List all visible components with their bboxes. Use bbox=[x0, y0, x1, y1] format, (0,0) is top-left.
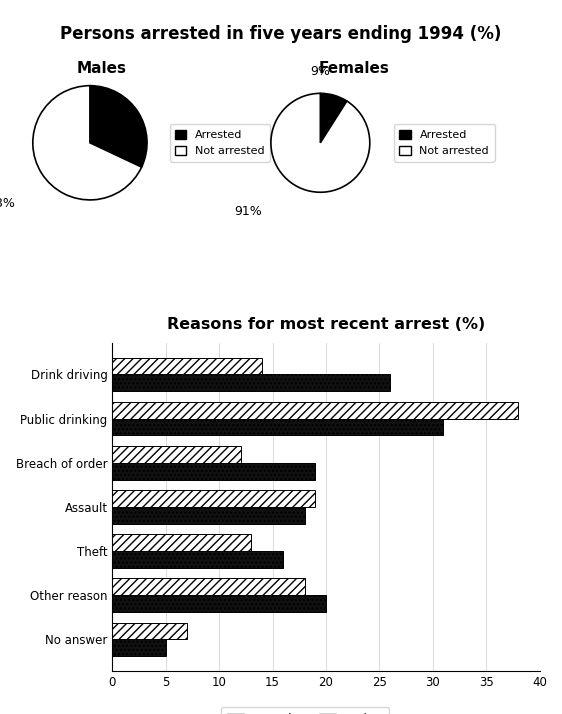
Wedge shape bbox=[33, 86, 142, 200]
Text: 9%: 9% bbox=[310, 65, 330, 78]
Bar bbox=[112, 507, 305, 524]
Bar bbox=[112, 578, 305, 595]
Bar bbox=[112, 418, 443, 436]
Bar bbox=[112, 551, 283, 568]
Text: 68%: 68% bbox=[0, 197, 15, 210]
Bar bbox=[112, 463, 315, 480]
Title: Reasons for most recent arrest (%): Reasons for most recent arrest (%) bbox=[167, 317, 485, 332]
Text: Males: Males bbox=[76, 61, 126, 76]
Bar bbox=[112, 623, 187, 640]
Bar bbox=[112, 595, 326, 612]
Text: 91%: 91% bbox=[234, 204, 261, 218]
Legend: Females, Males: Females, Males bbox=[220, 707, 389, 714]
Text: Persons arrested in five years ending 1994 (%): Persons arrested in five years ending 19… bbox=[60, 25, 502, 43]
Text: Females: Females bbox=[319, 61, 389, 76]
Legend: Arrested, Not arrested: Arrested, Not arrested bbox=[394, 124, 495, 161]
Bar bbox=[112, 374, 390, 391]
Legend: Arrested, Not arrested: Arrested, Not arrested bbox=[170, 124, 270, 161]
Text: 32%: 32% bbox=[97, 116, 125, 129]
Wedge shape bbox=[90, 86, 147, 167]
Bar bbox=[112, 358, 262, 374]
Bar bbox=[112, 534, 251, 551]
Wedge shape bbox=[271, 94, 370, 192]
Bar bbox=[112, 402, 518, 418]
Bar bbox=[112, 446, 241, 463]
Wedge shape bbox=[320, 94, 347, 143]
Bar bbox=[112, 640, 166, 656]
Bar bbox=[112, 490, 315, 507]
